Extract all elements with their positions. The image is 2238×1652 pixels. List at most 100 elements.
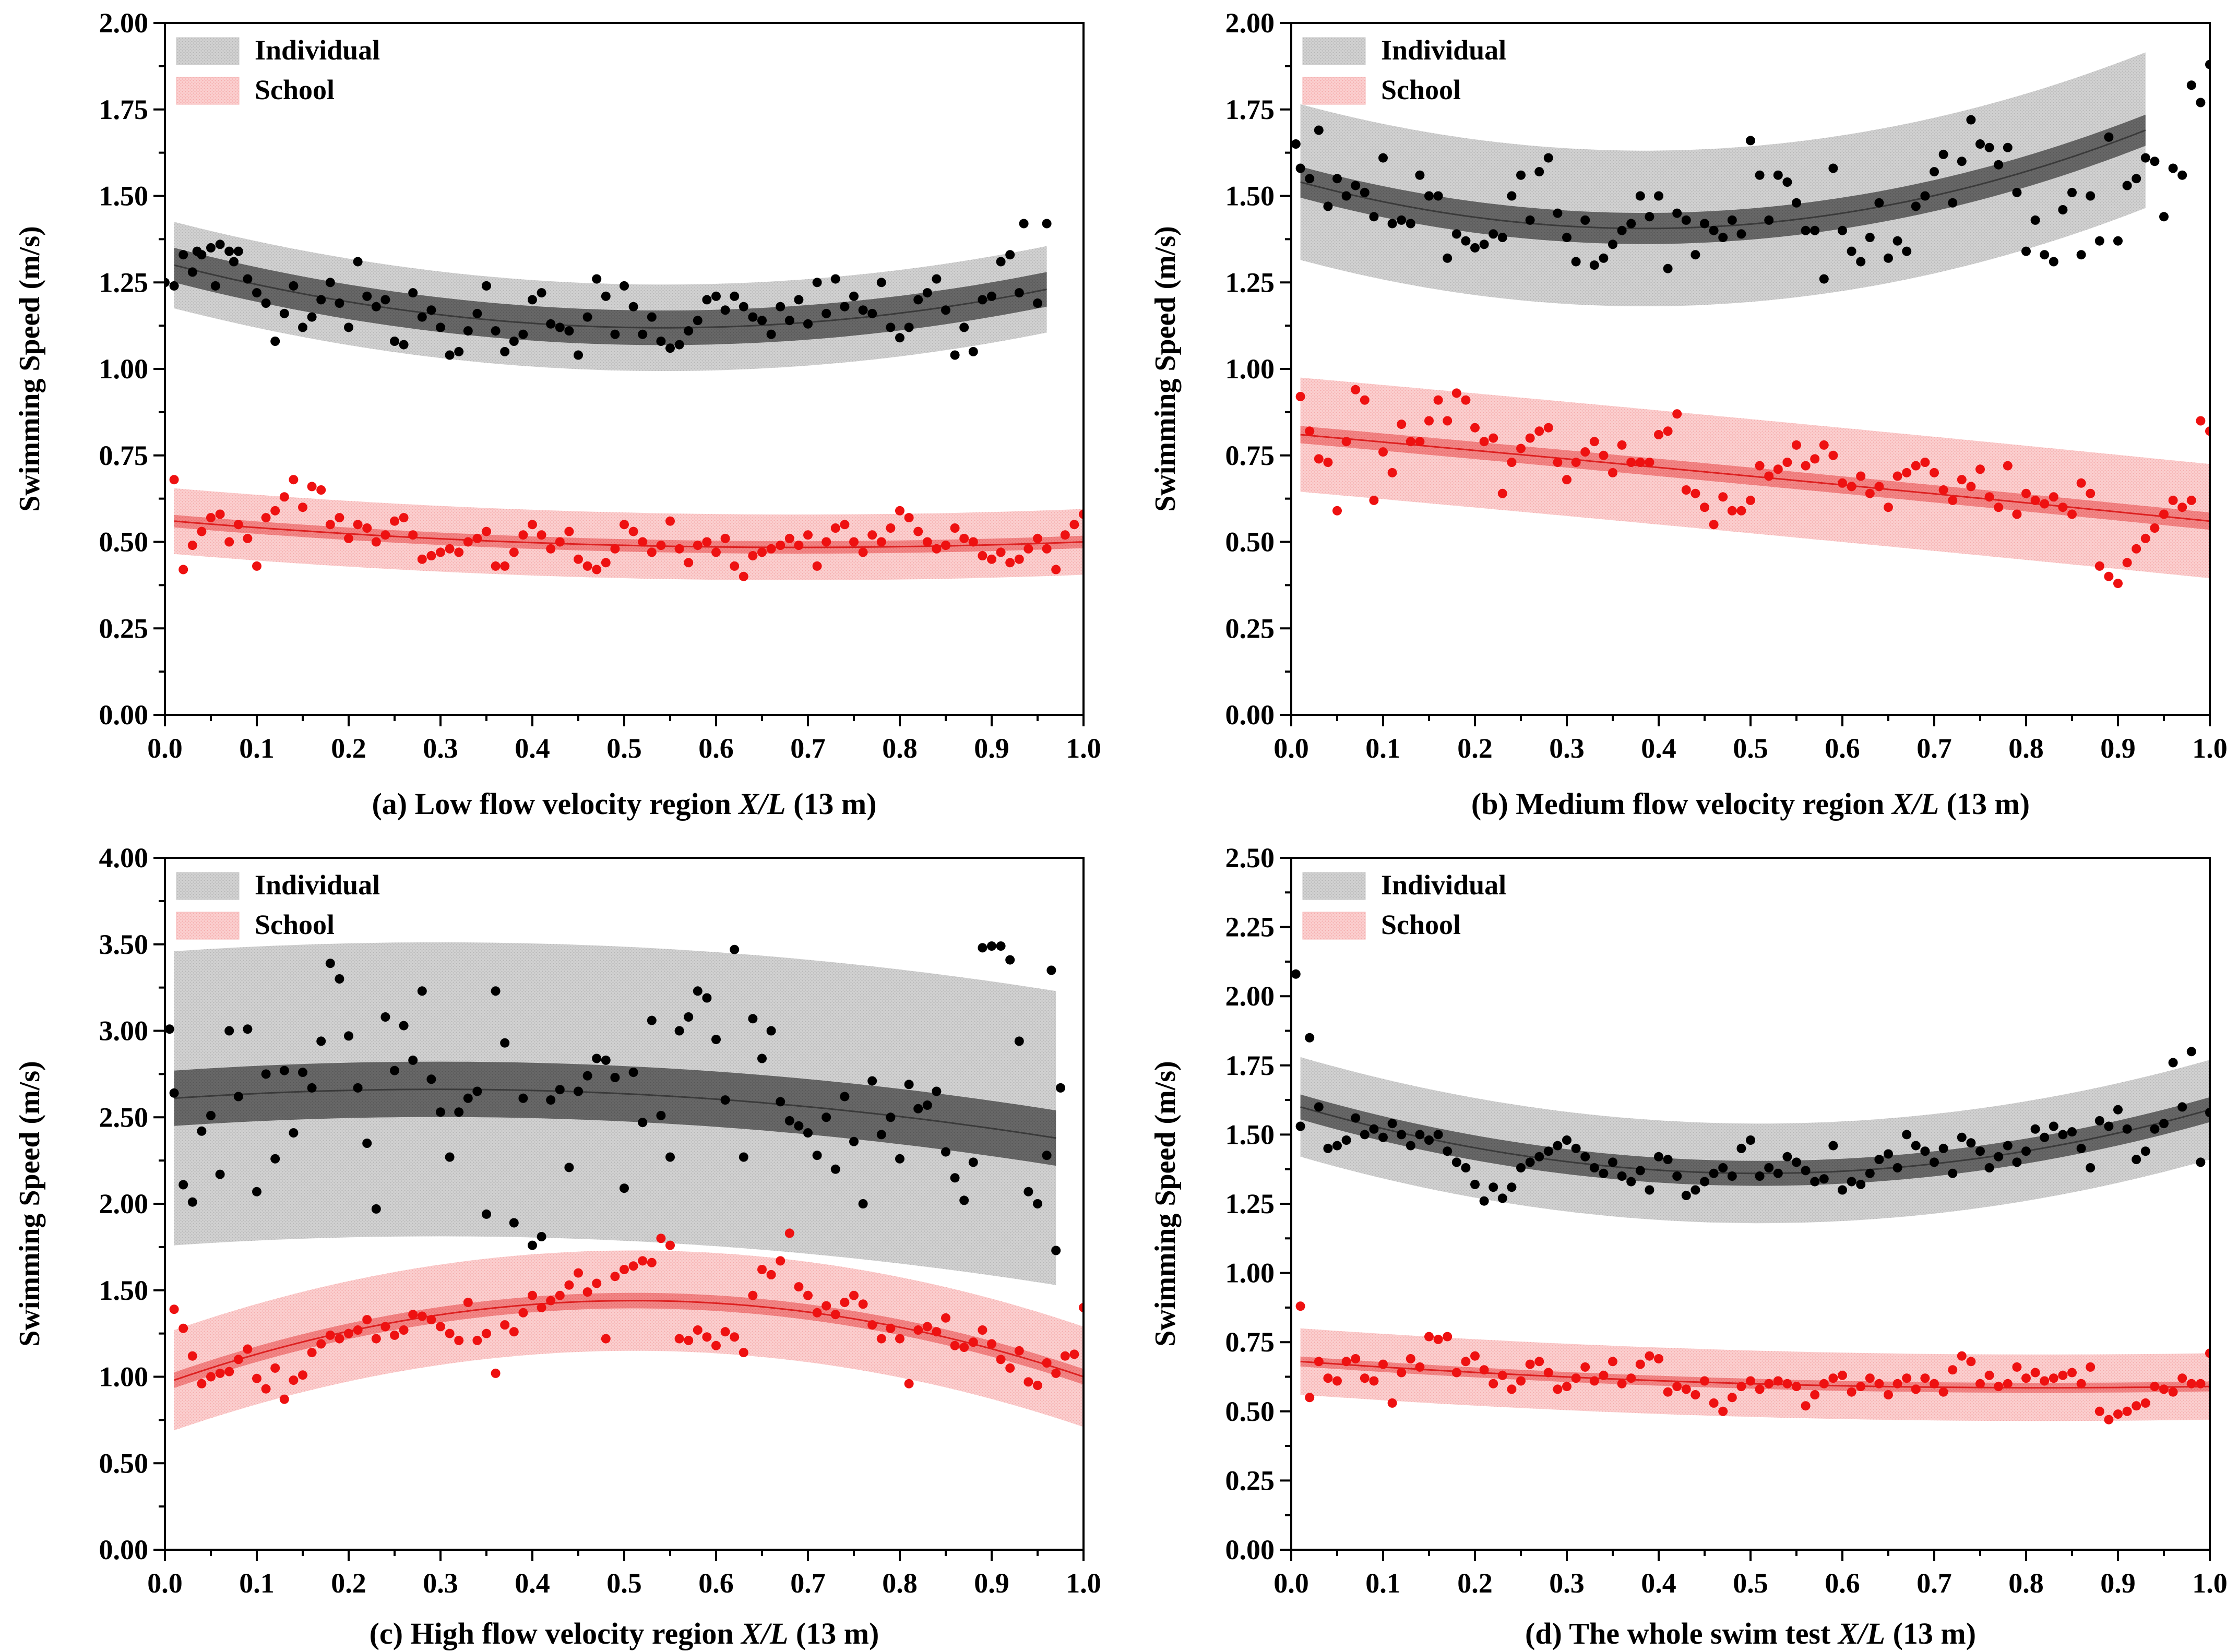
- school-data-point: [1764, 471, 1774, 481]
- y-tick-label: 0.75: [1225, 440, 1275, 471]
- school-data-point: [261, 1384, 271, 1394]
- school-data-point: [2049, 1373, 2058, 1383]
- individual-data-point: [1360, 187, 1370, 197]
- school-data-point: [1042, 1358, 1052, 1368]
- school-data-point: [1828, 450, 1838, 460]
- individual-data-point: [1580, 215, 1590, 225]
- school-data-point: [224, 537, 234, 547]
- x-tick-label: 1.0: [2192, 1567, 2228, 1599]
- x-tick-label: 0.5: [606, 1567, 642, 1599]
- school-data-point: [849, 537, 859, 547]
- school-data-point: [1543, 423, 1553, 433]
- individual-data-point: [518, 329, 528, 339]
- individual-data-point: [1451, 229, 1461, 239]
- individual-data-point: [1957, 1132, 1967, 1142]
- individual-data-point: [1792, 198, 1801, 208]
- school-data-point: [1635, 1359, 1645, 1369]
- school-data-point: [1534, 426, 1544, 436]
- school-data-point: [2140, 533, 2150, 543]
- school-data-point: [2067, 509, 2077, 519]
- school-data-point: [628, 1261, 638, 1271]
- school-data-point: [2186, 1379, 2196, 1388]
- school-data-point: [1397, 1368, 1407, 1378]
- individual-data-point: [1589, 260, 1599, 270]
- individual-data-point: [2132, 174, 2141, 184]
- school-data-point: [1700, 1376, 1709, 1386]
- school-data-point: [932, 1327, 942, 1337]
- school-data-point: [2094, 561, 2104, 571]
- individual-data-point: [2086, 191, 2096, 201]
- y-tick-label: 2.50: [99, 1102, 149, 1133]
- individual-data-point: [187, 267, 197, 277]
- school-data-point: [1079, 1302, 1084, 1312]
- panel-c: 0.0 0.1 0.2 0.3 0.4 0.5 0.6 0.7 0.8 0.9 1.0 0.00 0.5…: [14, 842, 1101, 1650]
- x-tick-label: 0.7: [790, 733, 826, 764]
- school-confidence-band: [174, 1292, 1084, 1388]
- individual-data-point: [1902, 1130, 1912, 1140]
- school-data-point: [950, 523, 960, 533]
- individual-data-point: [1387, 1119, 1397, 1129]
- individual-data-point: [574, 350, 583, 360]
- school-data-point: [1314, 1357, 1324, 1367]
- individual-data-point: [472, 1086, 482, 1096]
- individual-data-point: [229, 257, 239, 267]
- individual-data-point: [2140, 153, 2150, 163]
- individual-data-point: [1792, 1157, 1801, 1167]
- individual-data-point: [1323, 1143, 1333, 1153]
- individual-data-point: [1984, 142, 1994, 152]
- individual-data-point: [1014, 288, 1024, 298]
- school-data-point: [270, 1363, 280, 1373]
- individual-data-point: [757, 316, 767, 326]
- school-data-point: [2140, 1398, 2150, 1408]
- individual-data-point: [426, 305, 436, 315]
- school-data-point: [2086, 1362, 2096, 1372]
- school-data-point: [1360, 395, 1370, 405]
- individual-data-point: [1663, 264, 1673, 273]
- individual-data-point: [1709, 1168, 1719, 1178]
- school-data-point: [922, 1322, 932, 1332]
- school-data-point: [1792, 1382, 1801, 1392]
- individual-data-point: [1838, 1185, 1847, 1195]
- school-data-point: [307, 1348, 317, 1358]
- individual-data-point: [509, 337, 519, 346]
- school-data-point: [1599, 450, 1609, 460]
- school-data-point: [1911, 1384, 1921, 1394]
- individual-data-point: [270, 337, 280, 346]
- individual-data-point: [647, 1015, 657, 1025]
- school-data-point: [1443, 416, 1453, 426]
- school-data-point: [2177, 502, 2187, 512]
- individual-data-point: [1507, 1182, 1517, 1192]
- school-data-point: [1681, 1384, 1691, 1394]
- x-tick-label: 0.3: [423, 733, 458, 764]
- legend-label-school: School: [1381, 74, 1461, 105]
- school-data-point: [1847, 482, 1856, 492]
- individual-data-point: [2012, 187, 2022, 197]
- school-data-point: [1700, 502, 1709, 512]
- individual-data-point: [830, 1164, 840, 1174]
- individual-data-point: [2113, 236, 2123, 246]
- x-tick-label: 0.6: [698, 1567, 734, 1599]
- school-data-point: [1461, 1357, 1471, 1367]
- school-data-point: [1755, 461, 1765, 471]
- school-data-point: [794, 541, 804, 550]
- individual-data-point: [546, 319, 556, 329]
- individual-data-point: [1672, 208, 1682, 218]
- school-data-point: [463, 1298, 473, 1307]
- y-tick-label: 1.25: [99, 267, 149, 298]
- school-data-point: [1930, 468, 1939, 477]
- school-data-point: [2076, 1379, 2086, 1388]
- individual-data-point: [2168, 163, 2178, 173]
- individual-data-point: [748, 312, 758, 322]
- school-data-point: [922, 537, 932, 547]
- individual-data-point: [1525, 215, 1535, 225]
- individual-data-point: [1424, 1135, 1434, 1145]
- individual-data-point: [1023, 1187, 1033, 1196]
- individual-data-point: [1351, 181, 1361, 190]
- x-tick-label: 0.1: [239, 1567, 275, 1599]
- individual-data-point: [1042, 219, 1052, 229]
- individual-data-point: [1019, 219, 1029, 229]
- individual-data-point: [2186, 80, 2196, 90]
- individual-data-point: [941, 305, 950, 315]
- individual-data-point: [968, 1157, 978, 1167]
- individual-data-point: [822, 308, 831, 318]
